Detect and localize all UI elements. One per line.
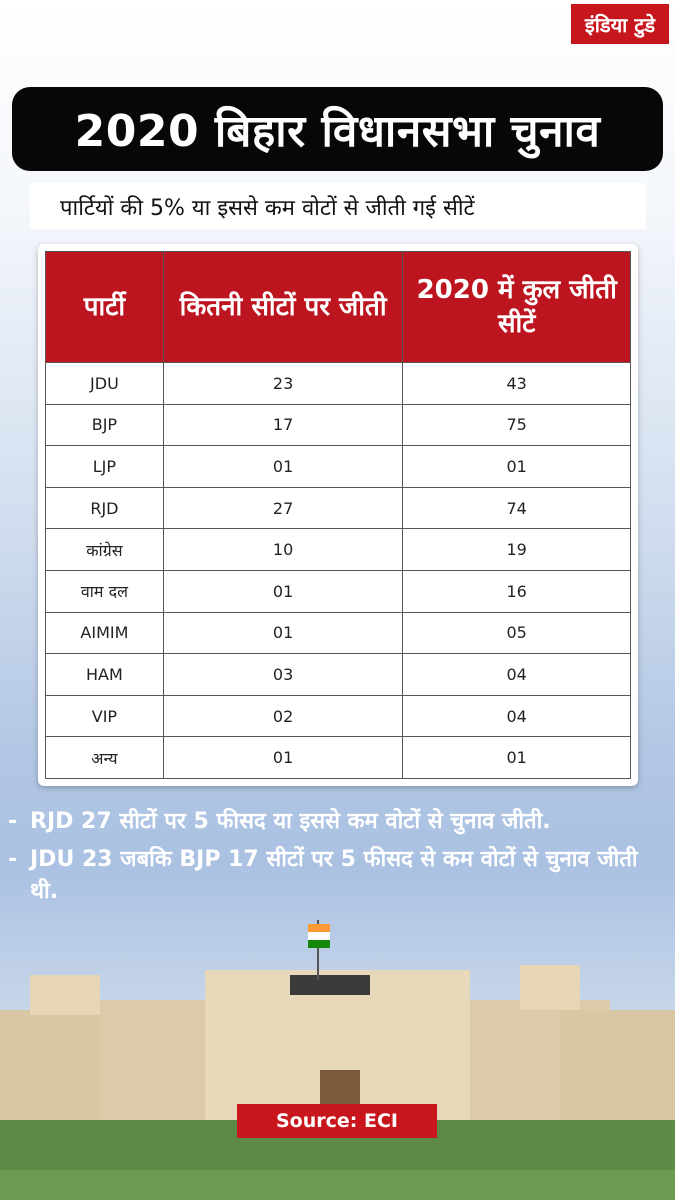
india-today-logo: इंडिया टुडे	[571, 4, 669, 44]
column-header-close-seats: कितनी सीटों पर जीती	[162, 251, 404, 363]
cell-party: AIMIM	[45, 611, 164, 655]
table-row: JDU 23 43	[45, 362, 631, 405]
assembly-building-illustration	[0, 920, 675, 1200]
source-label: Source: ECI	[237, 1104, 437, 1138]
cell-total-seats: 05	[402, 611, 631, 655]
cell-close-seats: 01	[162, 569, 404, 613]
note-item: - JDU 23 जबकि BJP 17 सीटों पर 5 फीसद से …	[8, 844, 668, 908]
cell-close-seats: 01	[162, 611, 404, 655]
cell-close-seats: 17	[162, 403, 404, 447]
seats-table-card: पार्टी कितनी सीटों पर जीती 2020 में कुल …	[38, 244, 638, 786]
note-text: JDU 23 जबकि BJP 17 सीटों पर 5 फीसद से कम…	[30, 847, 638, 904]
cell-party: कांग्रेस	[45, 528, 164, 571]
table-row: AIMIM 01 05	[45, 611, 631, 655]
cell-close-seats: 01	[162, 445, 404, 488]
column-header-party: पार्टी	[45, 251, 164, 363]
cell-party: HAM	[45, 653, 164, 696]
table-row: BJP 17 75	[45, 403, 631, 447]
cell-total-seats: 01	[402, 445, 631, 488]
cell-total-seats: 75	[402, 403, 631, 447]
title-banner: 2020 बिहार विधानसभा चुनाव	[12, 87, 663, 171]
cell-total-seats: 74	[402, 486, 631, 530]
table-row: RJD 27 74	[45, 486, 631, 530]
subtitle-box: पार्टियों की 5% या इससे कम वोटों से जीती…	[30, 183, 646, 229]
cell-total-seats: 04	[402, 653, 631, 696]
cell-total-seats: 43	[402, 362, 631, 405]
seats-table: पार्टी कितनी सीटों पर जीती 2020 में कुल …	[45, 251, 631, 779]
cell-close-seats: 02	[162, 694, 404, 738]
cell-total-seats: 01	[402, 736, 631, 779]
cell-close-seats: 10	[162, 528, 404, 571]
dash-icon: -	[8, 809, 18, 834]
subtitle: पार्टियों की 5% या इससे कम वोटों से जीती…	[60, 196, 475, 221]
cell-close-seats: 01	[162, 736, 404, 779]
table-row: कांग्रेस 10 19	[45, 528, 631, 571]
dash-icon: -	[8, 847, 18, 872]
cell-total-seats: 16	[402, 569, 631, 613]
cell-party: वाम दल	[45, 569, 164, 613]
cell-party: JDU	[45, 362, 164, 405]
cell-party: LJP	[45, 445, 164, 488]
cell-total-seats: 04	[402, 694, 631, 738]
table-row: अन्य 01 01	[45, 736, 631, 779]
cell-close-seats: 27	[162, 486, 404, 530]
note-item: - RJD 27 सीटों पर 5 फीसद या इससे कम वोटो…	[8, 806, 668, 838]
cell-close-seats: 23	[162, 362, 404, 405]
cell-party: VIP	[45, 694, 164, 738]
table-row: HAM 03 04	[45, 653, 631, 696]
cell-close-seats: 03	[162, 653, 404, 696]
table-row: वाम दल 01 16	[45, 569, 631, 613]
column-header-total-seats: 2020 में कुल जीती सीटें	[402, 251, 631, 363]
table-row: LJP 01 01	[45, 445, 631, 488]
cell-party: अन्य	[45, 736, 164, 779]
note-text: RJD 27 सीटों पर 5 फीसद या इससे कम वोटों …	[30, 809, 551, 834]
table-row: VIP 02 04	[45, 694, 631, 738]
cell-total-seats: 19	[402, 528, 631, 571]
cell-party: BJP	[45, 403, 164, 447]
table-header-row: पार्टी कितनी सीटों पर जीती 2020 में कुल …	[45, 251, 631, 363]
page-title: 2020 बिहार विधानसभा चुनाव	[74, 106, 601, 157]
cell-party: RJD	[45, 486, 164, 530]
notes-list: - RJD 27 सीटों पर 5 फीसद या इससे कम वोटो…	[8, 806, 668, 914]
